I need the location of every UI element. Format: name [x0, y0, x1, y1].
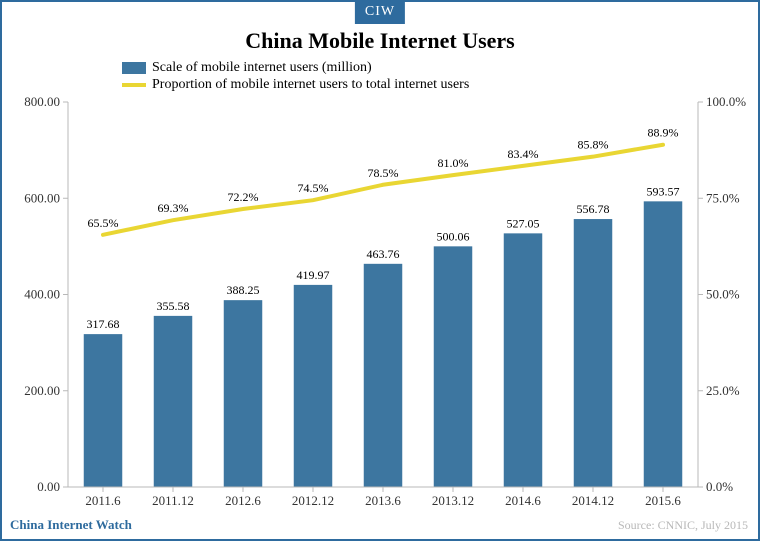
- bar: [224, 300, 263, 487]
- line-value-label: 78.5%: [368, 166, 399, 180]
- svg-text:0.00: 0.00: [37, 479, 60, 494]
- bar-value-label: 527.05: [507, 216, 540, 230]
- svg-text:200.00: 200.00: [24, 383, 60, 398]
- x-category-label: 2014.6: [505, 493, 541, 508]
- x-category-label: 2011.6: [85, 493, 121, 508]
- svg-text:50.0%: 50.0%: [706, 287, 740, 302]
- svg-text:0.0%: 0.0%: [706, 479, 733, 494]
- bar: [504, 233, 543, 487]
- line-value-label: 83.4%: [508, 147, 539, 161]
- x-category-label: 2011.12: [152, 493, 194, 508]
- chart-plot: 0.00 200.00 400.00 600.00 800.00 0.0% 25.0% 50.…: [2, 2, 760, 543]
- bar-value-label: 317.68: [87, 317, 120, 331]
- line-value-label: 65.5%: [88, 216, 119, 230]
- line-value-label: 69.3%: [158, 201, 189, 215]
- x-category-label: 2012.12: [292, 493, 334, 508]
- svg-text:400.00: 400.00: [24, 287, 60, 302]
- bar-value-label: 500.06: [437, 229, 470, 243]
- bar: [294, 285, 333, 487]
- bar-value-label: 419.97: [297, 268, 330, 282]
- svg-text:800.00: 800.00: [24, 94, 60, 109]
- x-category-label: 2013.12: [432, 493, 474, 508]
- bar: [364, 264, 403, 487]
- bar-value-label: 556.78: [577, 202, 610, 216]
- x-category-label: 2015.6: [645, 493, 681, 508]
- brand-label: China Internet Watch: [10, 517, 132, 533]
- line-value-label: 88.9%: [648, 126, 679, 140]
- x-category-label: 2012.6: [225, 493, 261, 508]
- bar: [84, 334, 123, 487]
- source-label: Source: CNNIC, July 2015: [618, 518, 748, 533]
- line-value-label: 72.2%: [228, 190, 259, 204]
- svg-text:75.0%: 75.0%: [706, 190, 740, 205]
- line-value-label: 74.5%: [298, 181, 329, 195]
- bar: [154, 316, 193, 487]
- svg-text:100.0%: 100.0%: [706, 94, 746, 109]
- bar-value-label: 388.25: [227, 283, 260, 297]
- chart-frame: CIW China Mobile Internet Users Scale of…: [0, 0, 760, 541]
- svg-text:600.00: 600.00: [24, 190, 60, 205]
- bar-value-label: 463.76: [367, 247, 400, 261]
- x-category-label: 2013.6: [365, 493, 401, 508]
- bar: [574, 219, 613, 487]
- bar-value-label: 593.57: [647, 184, 680, 198]
- bar: [434, 246, 473, 487]
- x-category-label: 2014.12: [572, 493, 614, 508]
- bar: [644, 201, 683, 487]
- line-value-label: 81.0%: [438, 156, 469, 170]
- bar-value-label: 355.58: [157, 299, 190, 313]
- svg-text:25.0%: 25.0%: [706, 383, 740, 398]
- line-value-label: 85.8%: [578, 138, 609, 152]
